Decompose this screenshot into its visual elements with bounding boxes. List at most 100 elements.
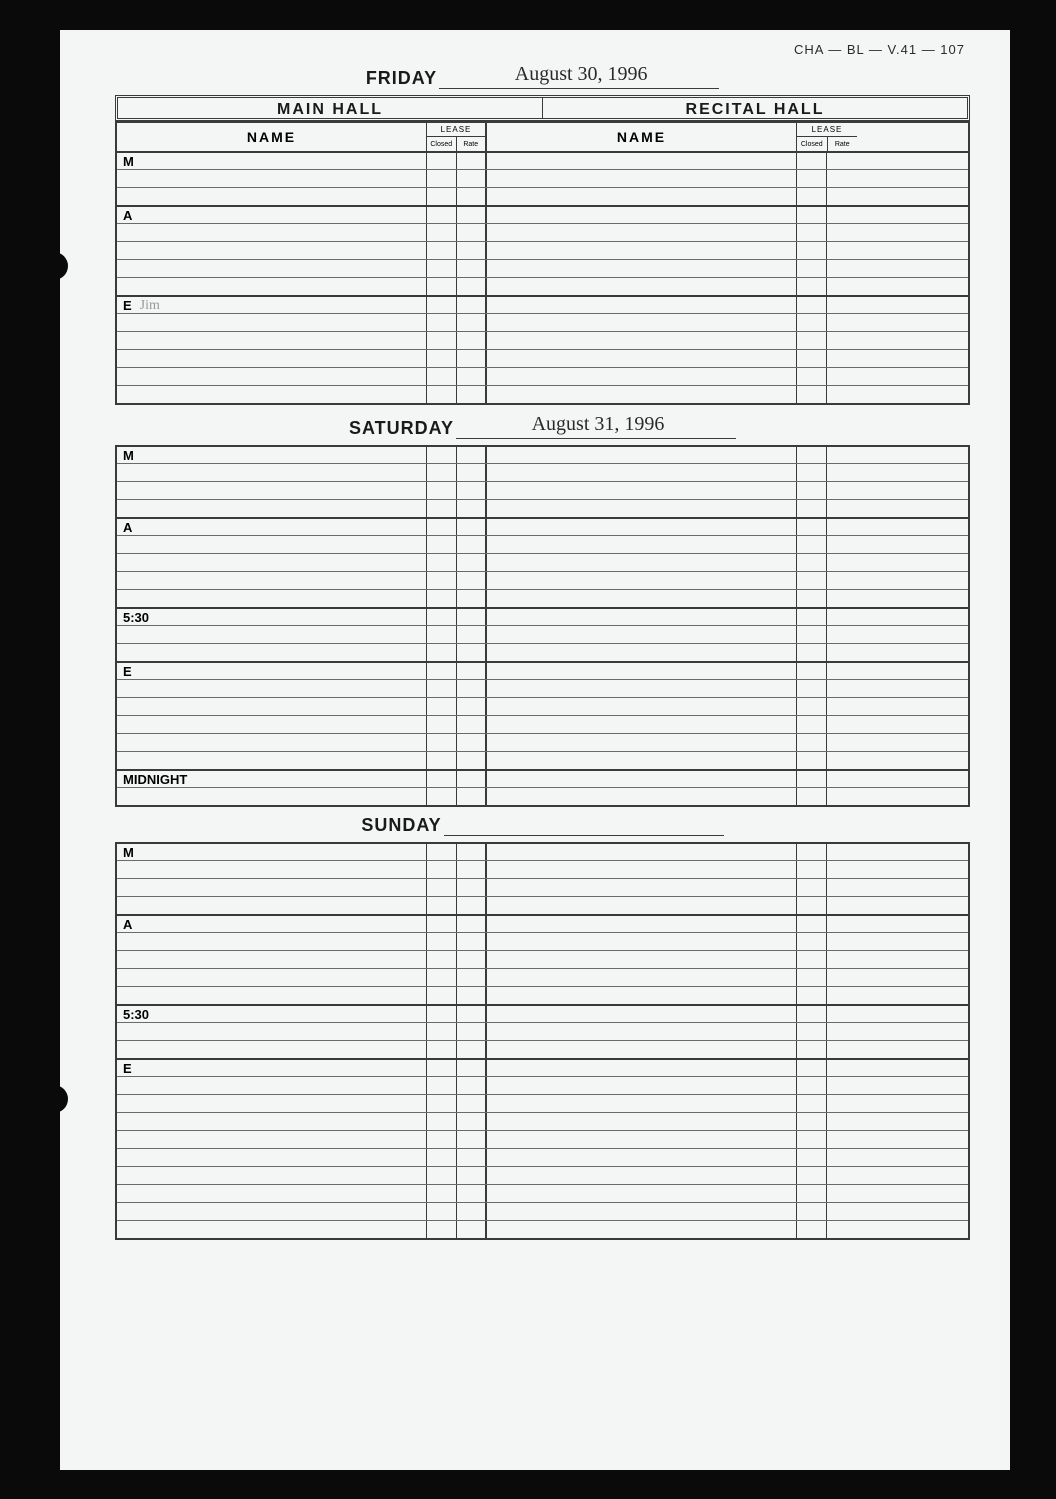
name-cell [487,1149,797,1166]
day-grid: MA5:30E [115,842,970,1240]
closed-cell [797,242,827,259]
rate-cell [457,1077,487,1094]
schedule-row [117,223,968,241]
punch-hole-icon [40,252,68,280]
rate-cell [827,260,857,277]
closed-cell [427,1041,457,1058]
schedule-row [117,679,968,697]
lease-column-header: LEASEClosedRate [797,123,857,151]
schedule-row [117,950,968,968]
closed-cell [797,188,827,205]
closed-cell [427,590,457,607]
rate-cell [827,844,857,860]
rate-cell [457,386,487,403]
name-cell [117,1185,427,1202]
name-cell [117,716,427,733]
closed-cell [427,170,457,187]
schedule-row: 5:30 [117,1004,968,1022]
rate-cell [457,861,487,878]
closed-cell [427,1113,457,1130]
schedule-row [117,169,968,187]
recital-hall-header: RECITAL HALL [543,98,967,118]
schedule-row [117,535,968,553]
rate-cell [827,1167,857,1184]
name-cell [117,734,427,751]
name-cell [117,752,427,769]
rate-cell [827,644,857,661]
closed-cell [427,314,457,331]
rate-cell [457,170,487,187]
schedule-row [117,1130,968,1148]
name-cell [487,207,797,223]
closed-cell [797,368,827,385]
schedule-row [117,932,968,950]
name-cell [117,626,427,643]
name-cell [117,951,427,968]
name-cell [117,1167,427,1184]
closed-cell [427,933,457,950]
closed-cell [797,844,827,860]
closed-cell [797,969,827,986]
rate-cell [827,500,857,517]
rate-cell [457,207,487,223]
time-section-label: 5:30 [123,609,149,626]
closed-cell [797,1113,827,1130]
rate-cell [827,368,857,385]
schedule-row [117,277,968,295]
rate-cell [457,1023,487,1040]
closed-cell [427,1221,457,1238]
schedule-row [117,697,968,715]
rate-cell [827,897,857,914]
name-cell [117,350,427,367]
name-cell [487,278,797,295]
closed-cell [427,224,457,241]
closed-cell [797,1095,827,1112]
rate-cell [827,752,857,769]
name-cell [117,969,427,986]
closed-cell [427,698,457,715]
rate-cell [827,1006,857,1022]
name-cell [487,536,797,553]
time-section-label: 5:30 [123,1006,149,1023]
name-cell [487,464,797,481]
lease-label: LEASE [797,123,857,137]
name-cell [117,644,427,661]
closed-cell [797,1131,827,1148]
name-cell [487,297,797,313]
name-cell [117,314,427,331]
closed-cell [427,1060,457,1076]
rate-cell [457,609,487,625]
closed-cell [427,680,457,697]
name-cell [487,771,797,787]
closed-cell [427,350,457,367]
name-cell [487,1113,797,1130]
rate-cell [457,752,487,769]
closed-cell [427,771,457,787]
rate-cell [457,969,487,986]
closed-cell [427,752,457,769]
schedule-row [117,1040,968,1058]
schedule-row [117,787,968,805]
name-cell [117,788,427,805]
closed-cell [427,951,457,968]
closed-cell [427,1203,457,1220]
name-cell [487,752,797,769]
rate-cell [457,644,487,661]
schedule-row [117,733,968,751]
closed-cell [427,788,457,805]
schedule-row [117,751,968,769]
rate-cell [457,482,487,499]
schedule-row [117,715,968,733]
schedule-row [117,367,968,385]
rate-cell [827,680,857,697]
schedule-row [117,589,968,607]
name-cell [487,698,797,715]
closed-cell [797,297,827,313]
closed-cell [427,386,457,403]
closed-cell [797,482,827,499]
day-date-line: August 31, 1996 [456,413,736,439]
name-cell [487,844,797,860]
rate-cell [457,297,487,313]
name-cell [117,933,427,950]
closed-cell [797,260,827,277]
